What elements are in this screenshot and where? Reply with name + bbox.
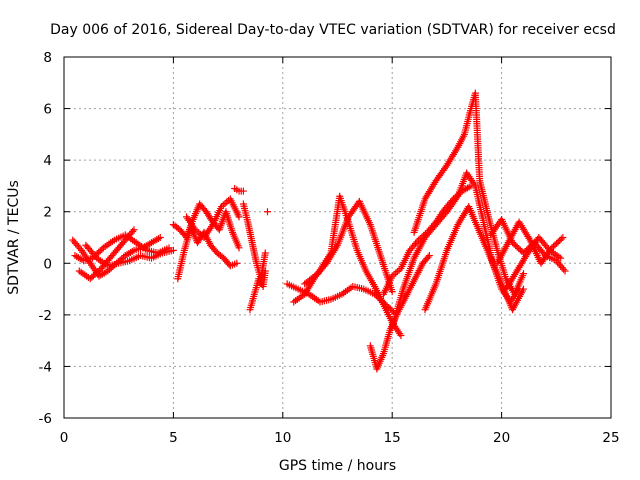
data-point (261, 249, 269, 257)
x-tick-label: 25 (602, 430, 619, 446)
data-point (559, 234, 567, 241)
plot-frame (63, 56, 612, 419)
x-tick-label: 5 (169, 430, 178, 446)
data-point (512, 242, 520, 250)
y-tick-label: 0 (43, 256, 52, 272)
data-point (95, 248, 103, 256)
x-tick-label: 0 (60, 430, 69, 446)
x-axis-label: GPS time / hours (279, 458, 396, 474)
x-tick-label: 20 (493, 430, 510, 446)
data-point (561, 267, 569, 275)
data-point (424, 253, 432, 261)
data-point (169, 246, 177, 254)
data-point (239, 187, 247, 195)
data-point (263, 208, 271, 216)
data-point (156, 234, 164, 241)
data-point (76, 245, 84, 253)
data-point (557, 254, 565, 262)
data-point (397, 331, 405, 339)
data-point (553, 239, 561, 247)
y-tick-label: -6 (39, 411, 52, 427)
data-point (88, 273, 96, 281)
y-axis-label: SDTVAR / TECUs (6, 180, 22, 295)
data-point (519, 270, 527, 278)
x-tick-label: 15 (384, 430, 401, 446)
grid (64, 57, 611, 418)
data-point (510, 240, 518, 248)
data-point (130, 226, 138, 234)
data-point (549, 242, 557, 250)
chart-title: Day 006 of 2016, Sidereal Day-to-day VTE… (50, 22, 616, 38)
y-tick-label: 4 (43, 153, 52, 169)
data-point (235, 213, 243, 221)
y-tick-label: 2 (43, 205, 52, 221)
axis-ticks: 0 5 10 15 20 25 -6 -4 -2 0 2 4 6 8 (39, 50, 620, 446)
data-point (519, 285, 527, 293)
plot-points (69, 89, 569, 373)
data-point (94, 267, 102, 275)
data-point (86, 275, 94, 283)
data-point (516, 246, 524, 254)
y-tick-label: 6 (43, 102, 52, 118)
data-point (413, 238, 421, 246)
y-tick-label: -4 (39, 359, 52, 375)
data-point (93, 269, 101, 277)
data-point (515, 245, 523, 253)
x-tick-label: 10 (274, 430, 291, 446)
data-point (560, 265, 568, 273)
data-point (556, 236, 564, 244)
data-point (557, 235, 565, 243)
data-point (453, 194, 461, 202)
data-point (96, 247, 104, 255)
data-point (89, 272, 97, 280)
data-point (388, 288, 396, 296)
data-point (91, 270, 99, 278)
data-point (233, 259, 241, 267)
y-tick-label: 8 (43, 50, 52, 66)
data-point (425, 252, 433, 260)
data-point (235, 244, 243, 252)
data-point (551, 241, 559, 249)
data-point (513, 243, 521, 251)
data-point (129, 227, 137, 235)
data-point (261, 267, 269, 275)
data-point (554, 238, 562, 246)
data-point (442, 163, 450, 171)
y-tick-label: -2 (39, 308, 52, 324)
